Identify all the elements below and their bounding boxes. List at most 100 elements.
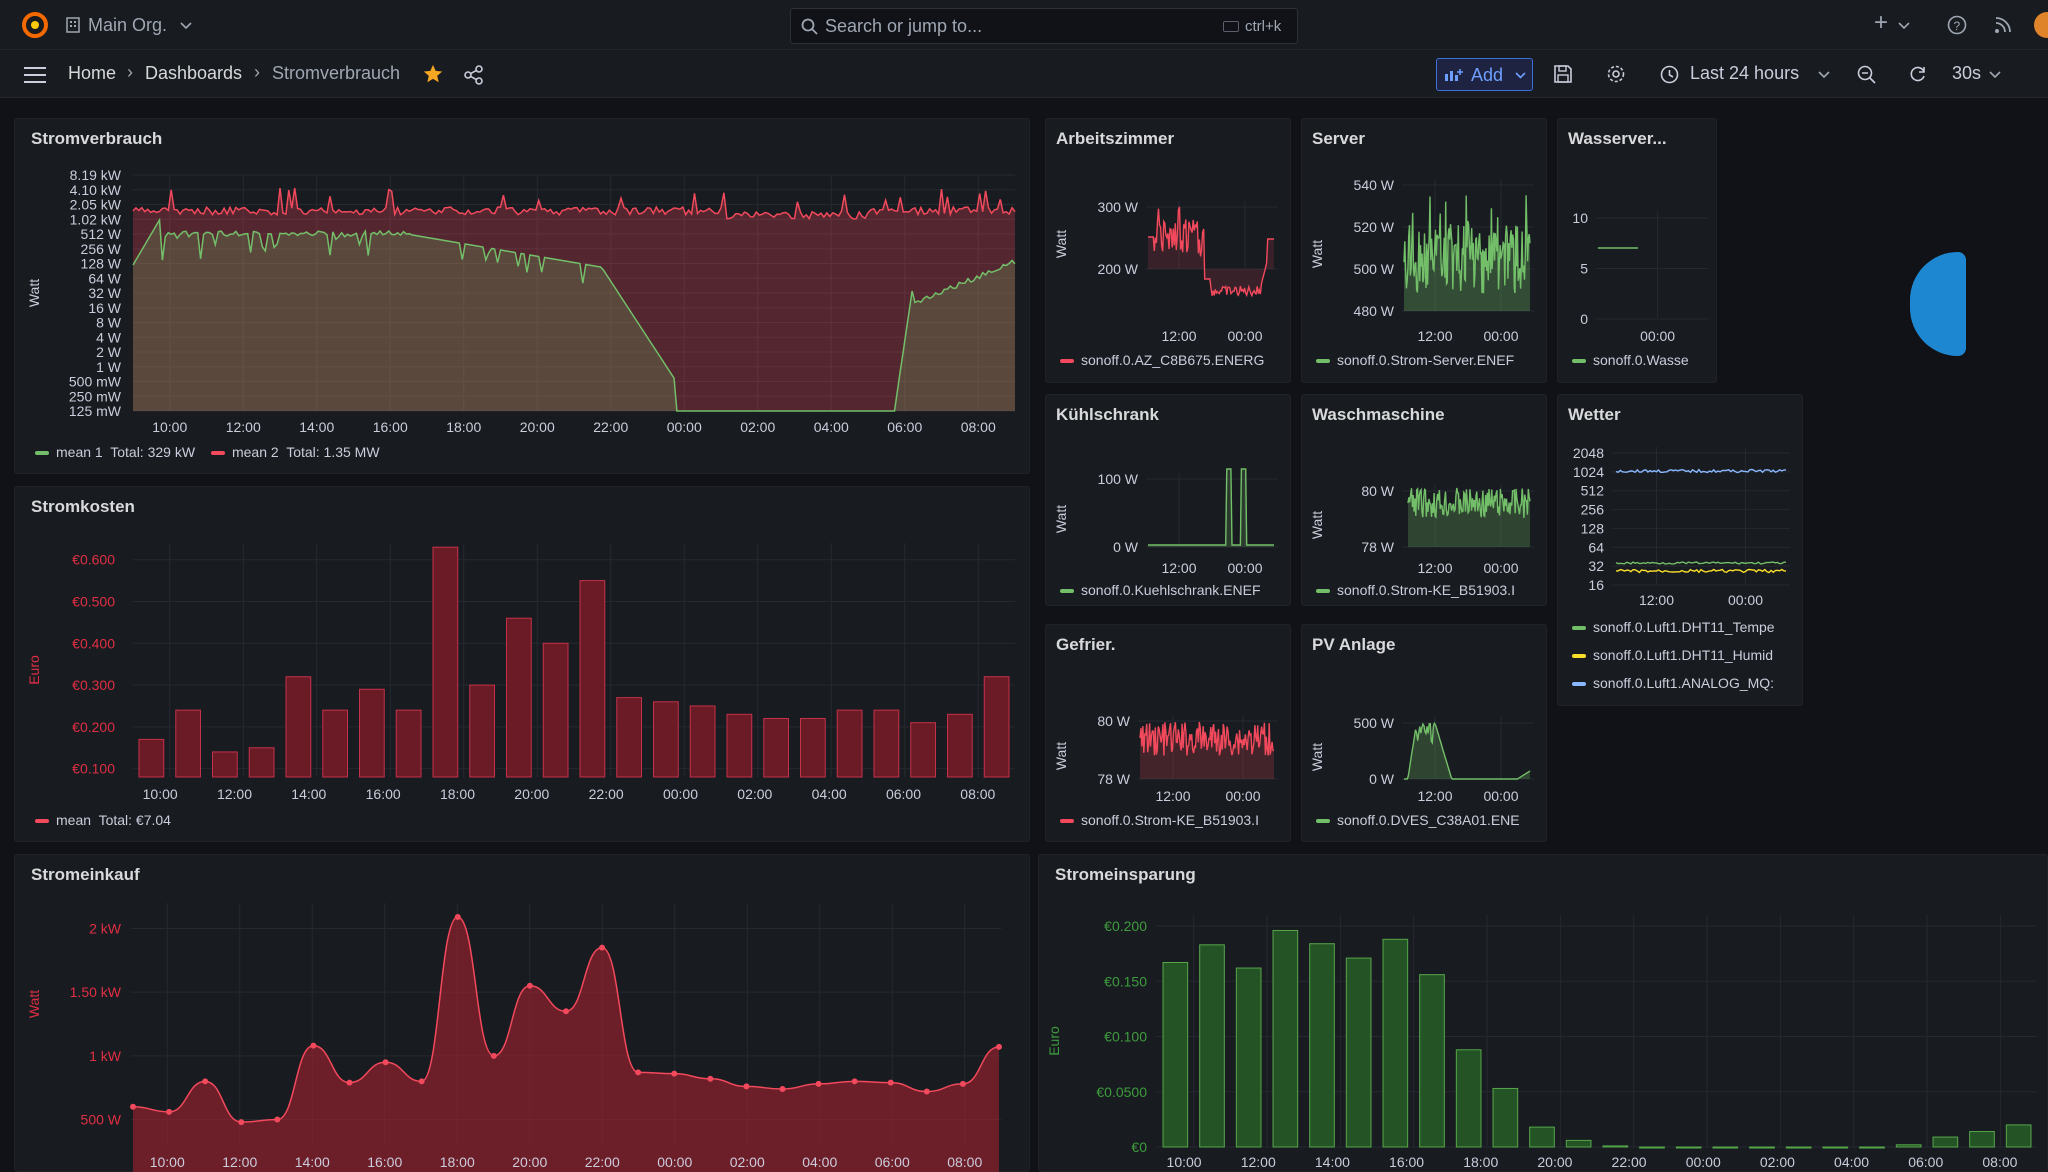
panel-stromverbrauch[interactable]: Stromverbrauch 8.19 kW 4.10 kW 2.05 kW 1.02…	[14, 118, 1030, 474]
bar	[1602, 1145, 1629, 1148]
x-tick-label: 16:00	[1389, 1154, 1424, 1170]
rss-icon[interactable]	[1994, 16, 2012, 34]
legend-item[interactable]: mean Total: €7.04	[35, 812, 171, 828]
pv-anlage-chart[interactable]: 500 W 0 W Watt 12:00 00:00	[1302, 625, 1548, 843]
time-range-picker[interactable]: Last 24 hours	[1690, 63, 1800, 83]
waschmaschine-chart[interactable]: 80 W 78 W Watt 12:00 00:00	[1302, 395, 1548, 607]
y-tick-label: 8 W	[96, 315, 122, 331]
x-tick-label: 02:00	[737, 786, 772, 802]
chevron-down-icon[interactable]	[1818, 71, 1830, 79]
bar	[1309, 943, 1335, 1148]
save-icon[interactable]	[1553, 64, 1573, 84]
share-icon[interactable]	[464, 65, 484, 85]
y-tick-label: 16 W	[88, 300, 121, 316]
panel-wetter[interactable]: Wetter 2048 1024 512 256 128 64 32 16 12:00 00:00…	[1557, 394, 1803, 706]
y-tick-label: 32	[1588, 558, 1604, 574]
series-line	[1616, 568, 1787, 574]
panel-server[interactable]: Server 540 W 520 W 500 W 480 W Watt 12:00 00:0…	[1301, 118, 1547, 383]
menu-icon[interactable]	[23, 66, 47, 84]
series-line-mean-2	[132, 187, 1016, 221]
legend-item[interactable]: mean 2 Total: 1.35 MW	[210, 444, 380, 460]
x-tick-label: 04:00	[1834, 1154, 1869, 1170]
bar	[248, 747, 275, 778]
avatar[interactable]	[2034, 12, 2048, 38]
y-tick-label: 256 W	[81, 241, 122, 257]
kuehlschrank-chart[interactable]: 100 W 0 W Watt 12:00 00:00	[1046, 395, 1292, 607]
org-switcher[interactable]: Main Org.	[88, 15, 168, 35]
data-point	[130, 1103, 136, 1110]
panel-wasserverbrauch[interactable]: Wasserver... 10 5 0 00:00 sonoff.0.Wasse	[1557, 118, 1717, 383]
breadcrumb-dashboards[interactable]: Dashboards	[145, 63, 243, 83]
bar	[579, 580, 606, 778]
x-tick-label: 00:00	[663, 786, 698, 802]
help-icon[interactable]: ?	[1947, 15, 1967, 35]
grafana-logo-icon[interactable]	[20, 10, 50, 40]
y-tick-label: 0 W	[1113, 539, 1139, 555]
zoom-out-icon[interactable]	[1857, 65, 1877, 85]
chevron-down-icon[interactable]	[1898, 22, 1910, 30]
chart-legend[interactable]: sonoff.0.Kuehlschrank.ENEF	[1060, 582, 1286, 598]
chart-legend[interactable]: sonoff.0.DVES_C38A01.ENE	[1316, 812, 1542, 828]
y-tick-label: €0.500	[72, 594, 115, 610]
wetter-chart[interactable]: 2048 1024 512 256 128 64 32 16 12:00 00:00	[1558, 395, 1804, 707]
y-tick-label: 500 W	[81, 1112, 122, 1128]
chevron-down-icon[interactable]	[180, 22, 192, 30]
panel-stromeinkauf[interactable]: Stromeinkauf 2 kW 1.50 kW 1 kW 500 W Watt 10:…	[14, 854, 1030, 1172]
x-tick-label: 00:00	[1225, 788, 1260, 804]
chart-legend[interactable]: sonoff.0.Strom-Server.ENEF	[1316, 352, 1542, 368]
y-axis-label: Watt	[26, 279, 42, 307]
refresh-icon[interactable]	[1908, 64, 1928, 84]
stromeinkauf-chart[interactable]: 2 kW 1.50 kW 1 kW 500 W Watt 10:00 12:00 14:00 1…	[15, 855, 1031, 1172]
data-point	[238, 1119, 245, 1126]
star-icon[interactable]	[422, 63, 444, 85]
settings-gear-icon[interactable]	[1606, 64, 1626, 84]
y-tick-label: 1 kW	[89, 1048, 122, 1064]
chart-legend[interactable]: sonoff.0.AZ_C8B675.ENERG	[1060, 352, 1286, 368]
x-tick-label: 12:00	[1155, 788, 1190, 804]
bar	[616, 697, 642, 778]
chart-legend[interactable]: sonoff.0.Wasse	[1572, 352, 1712, 368]
x-tick-label: 16:00	[367, 1154, 402, 1170]
search-input[interactable]: Search or jump to... ctrl+k	[790, 8, 1298, 44]
x-tick-label: 12:00	[1417, 788, 1452, 804]
panel-waschmaschine[interactable]: Waschmaschine 80 W 78 W Watt 12:00 00:00 son…	[1301, 394, 1547, 606]
chevron-down-icon[interactable]	[1989, 71, 2001, 79]
y-tick-label: 8.19 kW	[70, 167, 122, 183]
floating-widget[interactable]	[1910, 252, 1966, 356]
panel-kuehlschrank[interactable]: Kühlschrank 100 W 0 W Watt 12:00 00:00 sonof…	[1045, 394, 1291, 606]
y-tick-label: 500 W	[1354, 261, 1395, 277]
add-button[interactable]: Add	[1436, 58, 1533, 91]
arbeitszimmer-chart[interactable]: 300 W 200 W Watt 12:00 00:00	[1046, 119, 1292, 384]
bar	[2005, 1124, 2032, 1148]
bar	[1932, 1136, 1959, 1148]
panel-pv-anlage[interactable]: PV Anlage 500 W 0 W Watt 12:00 00:00 sonoff.…	[1301, 624, 1547, 842]
series-line	[1615, 561, 1787, 565]
chart-legend[interactable]: sonoff.0.Strom-KE_B51903.I	[1316, 582, 1542, 598]
wasserverbrauch-chart[interactable]: 10 5 0 00:00	[1558, 119, 1718, 384]
legend-item[interactable]: mean 1 Total: 329 kW	[35, 444, 195, 460]
y-tick-label: 5	[1580, 261, 1588, 277]
legend-item[interactable]: sonoff.0.Luft1.DHT11_Humid	[1572, 641, 1798, 669]
data-point	[635, 1069, 642, 1076]
panel-gefrier[interactable]: Gefrier. 80 W 78 W Watt 12:00 00:00 sonoff.0…	[1045, 624, 1291, 842]
gefrier-chart[interactable]: 80 W 78 W Watt 12:00 00:00	[1046, 625, 1292, 843]
series-area	[1408, 488, 1530, 547]
panel-stromkosten[interactable]: Stromkosten €0.600 €0.500 €0.400 €0.300 €0.2…	[14, 486, 1030, 842]
chart-legend[interactable]: sonoff.0.Strom-KE_B51903.I	[1060, 812, 1286, 828]
search-icon	[801, 18, 818, 35]
legend-item[interactable]: sonoff.0.Luft1.ANALOG_MQ:	[1572, 669, 1798, 697]
series-line-mean-1	[132, 217, 1016, 412]
x-tick-label: 14:00	[299, 419, 334, 435]
panel-arbeitszimmer[interactable]: Arbeitszimmer 300 W 200 W Watt 12:00 00:00 s…	[1045, 118, 1291, 383]
server-chart[interactable]: 540 W 520 W 500 W 480 W Watt 12:00 00:00	[1302, 119, 1548, 384]
new-button[interactable]: +	[1874, 9, 1889, 36]
breadcrumb-home[interactable]: Home	[68, 63, 117, 83]
legend-item[interactable]: sonoff.0.Luft1.DHT11_Tempe	[1572, 613, 1798, 641]
stromeinsparung-chart[interactable]: €0.200 €0.150 €0.100 €0.0500 €0 Euro 10:00 12:0…	[1039, 855, 2048, 1172]
x-tick-label: 12:00	[1639, 592, 1674, 608]
y-tick-label: €0.400	[72, 635, 115, 651]
refresh-interval[interactable]: 30s	[1952, 63, 1982, 83]
stromkosten-chart[interactable]: €0.600 €0.500 €0.400 €0.300 €0.200 €0.100 Euro…	[15, 487, 1031, 843]
panel-stromeinsparung[interactable]: Stromeinsparung €0.200 €0.150 €0.100 €0.050…	[1038, 854, 2048, 1172]
